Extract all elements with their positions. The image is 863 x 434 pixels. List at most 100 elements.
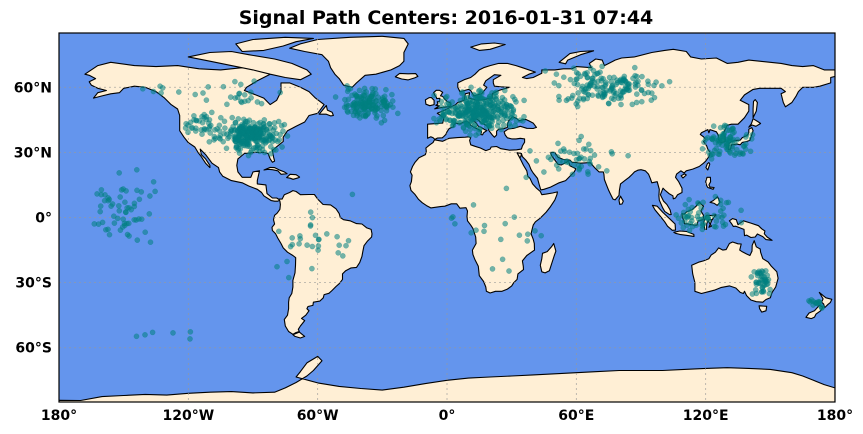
signal-point <box>760 268 766 275</box>
signal-point <box>196 118 203 124</box>
signal-point <box>266 137 272 144</box>
signal-point <box>232 78 238 85</box>
signal-point <box>699 145 706 152</box>
signal-point <box>705 217 712 223</box>
signal-point <box>238 99 245 106</box>
signal-point <box>580 146 587 152</box>
signal-point <box>699 223 706 229</box>
signal-point <box>139 85 146 92</box>
signal-point <box>138 216 145 223</box>
signal-point <box>717 124 724 131</box>
signal-point <box>470 202 477 208</box>
signal-point <box>131 200 138 207</box>
signal-point <box>498 126 504 133</box>
land-eurasia <box>409 48 835 294</box>
x-tick-label: 180° <box>817 408 853 424</box>
signal-point <box>560 74 567 81</box>
signal-point <box>312 232 319 239</box>
signal-point <box>639 73 645 80</box>
signal-point <box>220 83 227 90</box>
signal-point <box>693 222 700 229</box>
y-tick-label: 60°N <box>14 80 52 96</box>
chart-title: Signal Path Centers: 2016-01-31 07:44 <box>239 7 654 29</box>
signal-point <box>268 150 274 157</box>
signal-point <box>584 95 591 102</box>
signal-point <box>728 126 735 133</box>
signal-point <box>626 81 633 87</box>
signal-point <box>343 104 350 110</box>
signal-point <box>258 100 265 107</box>
signal-point <box>133 333 140 340</box>
signal-point <box>587 147 594 154</box>
y-tick-label: 30°N <box>14 145 52 161</box>
signal-point <box>237 81 244 88</box>
signal-point <box>211 127 218 133</box>
signal-point <box>632 84 639 90</box>
signal-point <box>742 141 749 147</box>
signal-point <box>307 209 314 215</box>
signal-point <box>566 149 573 156</box>
signal-point <box>363 88 370 95</box>
signal-point <box>680 224 687 231</box>
signal-point <box>602 81 609 88</box>
signal-point <box>232 133 238 139</box>
land-antarctica <box>59 355 835 402</box>
signal-point <box>158 90 164 96</box>
signal-point <box>452 220 458 227</box>
signal-point <box>753 279 760 286</box>
signal-point <box>503 103 509 110</box>
signal-point <box>236 90 243 97</box>
signal-point <box>500 117 506 124</box>
signal-point <box>578 133 585 140</box>
signal-point <box>97 203 104 209</box>
signal-point <box>133 166 140 173</box>
signal-point <box>476 126 483 133</box>
signal-point <box>732 150 739 157</box>
signal-point <box>555 82 562 89</box>
signal-point <box>633 91 640 97</box>
signal-point <box>238 129 245 136</box>
signal-point <box>695 200 701 206</box>
signal-point <box>764 280 771 287</box>
signal-points <box>91 63 826 342</box>
signal-point <box>709 151 715 157</box>
signal-point <box>343 242 349 249</box>
signal-point <box>364 111 371 118</box>
signal-point <box>713 145 720 152</box>
x-tick-label: 120°W <box>162 408 214 424</box>
signal-point <box>480 96 487 102</box>
signal-point <box>611 88 617 95</box>
signal-point <box>117 227 124 233</box>
signal-point <box>749 291 756 297</box>
signal-point <box>689 204 695 211</box>
land-hokkaido <box>748 118 762 128</box>
signal-point <box>553 71 560 78</box>
signal-point <box>585 171 591 177</box>
x-tick-label: 60°E <box>558 408 594 424</box>
signal-point <box>468 229 475 236</box>
signal-point <box>473 227 479 234</box>
signal-point <box>253 129 259 135</box>
signal-point <box>133 217 139 223</box>
signal-point <box>111 220 118 226</box>
signal-point <box>375 94 382 101</box>
signal-point <box>207 130 214 136</box>
signal-point <box>227 94 234 100</box>
signal-point <box>157 83 163 90</box>
signal-point <box>201 111 208 118</box>
signal-point <box>296 240 302 247</box>
signal-point <box>468 84 474 91</box>
signal-point <box>605 100 612 107</box>
signal-point <box>147 193 153 199</box>
land-arabia-red-sea-west <box>516 152 522 159</box>
signal-point <box>713 218 720 224</box>
signal-point <box>152 188 158 195</box>
signal-point <box>203 97 210 103</box>
signal-point <box>738 207 744 214</box>
signal-point <box>316 236 322 243</box>
signal-point <box>106 231 113 238</box>
land-tasmania <box>758 305 768 313</box>
signal-point <box>501 87 508 94</box>
signal-point <box>609 82 616 89</box>
signal-point <box>116 170 123 176</box>
